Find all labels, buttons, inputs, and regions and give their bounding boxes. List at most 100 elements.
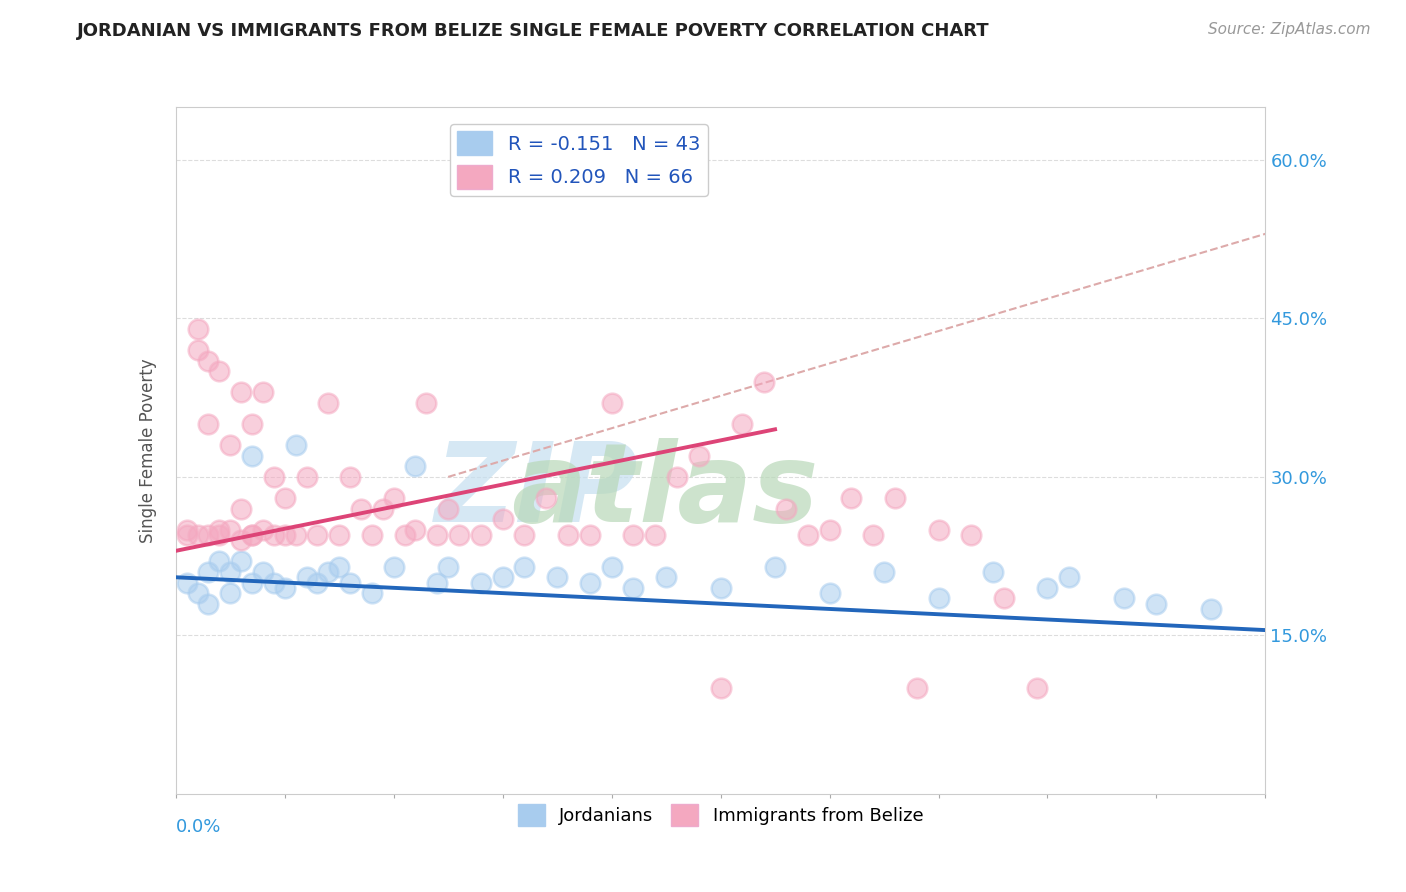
Point [360, 586, 382, 600]
Point [240, 449, 263, 463]
Point [328, 528, 350, 542]
Point [240, 528, 263, 542]
Point [231, 533, 253, 548]
Point [415, 396, 437, 410]
Point [295, 570, 318, 584]
Text: 0.0%: 0.0% [176, 818, 221, 836]
Point [186, 343, 209, 357]
Point [731, 417, 754, 431]
Text: atlas: atlas [512, 438, 818, 545]
Point [197, 565, 219, 579]
Point [763, 559, 786, 574]
Point [862, 528, 884, 542]
Point [905, 681, 928, 696]
Point [318, 565, 340, 579]
Point [621, 581, 644, 595]
Legend: Jordanians, Immigrants from Belize: Jordanians, Immigrants from Belize [510, 797, 931, 833]
Point [655, 570, 678, 584]
Point [360, 528, 382, 542]
Point [197, 597, 219, 611]
Point [371, 501, 394, 516]
Point [928, 591, 950, 606]
Point [284, 528, 307, 542]
Point [219, 438, 242, 452]
Point [666, 470, 689, 484]
Point [339, 575, 361, 590]
Point [513, 559, 536, 574]
Point [818, 586, 841, 600]
Point [186, 586, 209, 600]
Point [621, 528, 644, 542]
Point [231, 554, 253, 568]
Point [600, 559, 623, 574]
Point [426, 528, 449, 542]
Point [252, 523, 274, 537]
Point [219, 523, 242, 537]
Point [1144, 597, 1167, 611]
Point [873, 565, 896, 579]
Point [197, 417, 219, 431]
Point [231, 501, 253, 516]
Point [176, 528, 198, 542]
Text: JORDANIAN VS IMMIGRANTS FROM BELIZE SINGLE FEMALE POVERTY CORRELATION CHART: JORDANIAN VS IMMIGRANTS FROM BELIZE SING… [77, 22, 990, 40]
Point [710, 581, 733, 595]
Point [284, 438, 307, 452]
Point [405, 459, 427, 474]
Point [993, 591, 1015, 606]
Point [208, 554, 231, 568]
Point [295, 470, 318, 484]
Point [841, 491, 863, 505]
Point [1199, 602, 1222, 616]
Point [252, 565, 274, 579]
Point [492, 570, 515, 584]
Point [208, 523, 231, 537]
Point [1057, 570, 1080, 584]
Point [186, 528, 209, 542]
Point [818, 523, 841, 537]
Point [1036, 581, 1059, 595]
Point [208, 364, 231, 378]
Point [546, 570, 568, 584]
Text: ZIP: ZIP [436, 438, 638, 545]
Point [534, 491, 557, 505]
Point [447, 528, 470, 542]
Point [176, 523, 198, 537]
Point [437, 559, 460, 574]
Point [470, 528, 492, 542]
Point [307, 528, 329, 542]
Point [644, 528, 666, 542]
Point [219, 565, 242, 579]
Point [579, 528, 602, 542]
Point [928, 523, 950, 537]
Point [328, 559, 350, 574]
Point [513, 528, 536, 542]
Point [884, 491, 907, 505]
Point [688, 449, 710, 463]
Point [350, 501, 373, 516]
Point [208, 528, 231, 542]
Point [557, 528, 579, 542]
Point [240, 575, 263, 590]
Point [252, 385, 274, 400]
Point [754, 375, 776, 389]
Point [231, 385, 253, 400]
Point [274, 528, 297, 542]
Point [1112, 591, 1135, 606]
Point [437, 501, 460, 516]
Point [1025, 681, 1047, 696]
Point [710, 681, 733, 696]
Point [197, 353, 219, 368]
Point [382, 491, 405, 505]
Point [186, 322, 209, 336]
Point [579, 575, 602, 590]
Point [426, 575, 449, 590]
Point [274, 581, 297, 595]
Point [339, 470, 361, 484]
Point [240, 528, 263, 542]
Point [263, 470, 285, 484]
Point [492, 512, 515, 526]
Point [394, 528, 416, 542]
Point [263, 575, 285, 590]
Point [960, 528, 983, 542]
Point [405, 523, 427, 537]
